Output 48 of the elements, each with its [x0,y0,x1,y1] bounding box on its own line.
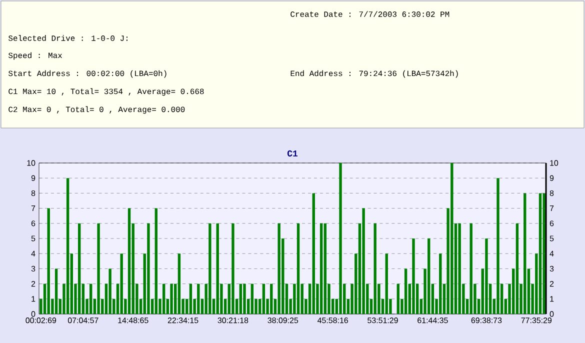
bar [278,223,280,314]
bar [66,178,70,314]
bar [78,223,81,314]
bar [128,208,131,314]
bar [208,223,212,314]
chart-title: C1 [287,150,298,157]
bar [428,238,430,314]
bar [147,223,150,314]
bar [296,223,300,314]
bar [339,163,342,314]
bar [154,208,158,314]
bar [485,238,488,314]
bar [404,268,408,314]
bar [324,223,326,314]
bar [162,284,166,314]
bar [516,223,519,314]
bar [412,238,415,314]
bar [239,284,242,314]
bar [216,223,219,314]
bar [178,254,181,314]
bar [470,223,472,314]
bar [450,163,454,314]
bar [374,223,376,314]
bar [312,193,315,314]
bar [538,193,542,314]
bar [496,178,500,314]
bar [120,254,123,314]
bar [524,193,526,314]
bar [250,284,254,314]
bar [90,284,92,314]
bar [458,223,461,314]
bar [362,208,365,314]
bar [262,284,266,314]
bar [439,254,442,314]
bar [243,284,246,314]
bar [47,208,50,314]
bar [232,223,234,314]
bar [270,284,273,314]
bar [542,193,546,314]
bar [197,284,200,314]
bar [97,223,100,314]
bar [54,268,58,314]
bar [320,223,323,314]
bar [170,284,173,314]
bar [108,268,112,314]
bar [385,254,388,314]
bar [396,284,400,314]
bar [189,284,192,314]
